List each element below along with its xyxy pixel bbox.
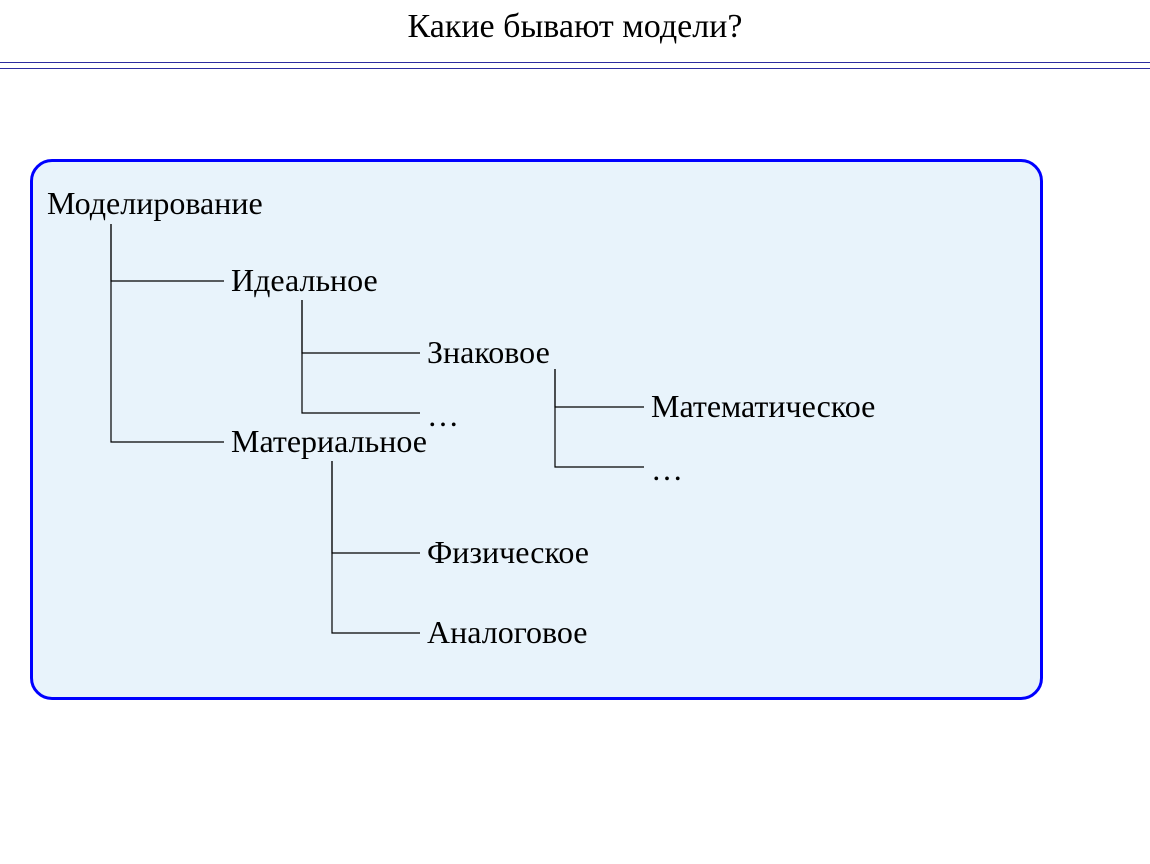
node-ideal: Идеальное [231, 262, 378, 299]
node-root: Моделирование [47, 185, 263, 222]
node-znak: Знаковое [427, 334, 550, 371]
node-math: Математическое [651, 388, 875, 425]
node-znak-ellipsis: … [651, 451, 683, 488]
node-material: Материальное [231, 423, 427, 460]
node-ideal-ellipsis: … [427, 397, 459, 434]
node-analog: Аналоговое [427, 614, 588, 651]
page-title: Какие бывают модели? [0, 8, 1150, 46]
title-rule-1 [0, 62, 1150, 63]
node-physical: Физическое [427, 534, 589, 571]
title-rule-2 [0, 68, 1150, 69]
